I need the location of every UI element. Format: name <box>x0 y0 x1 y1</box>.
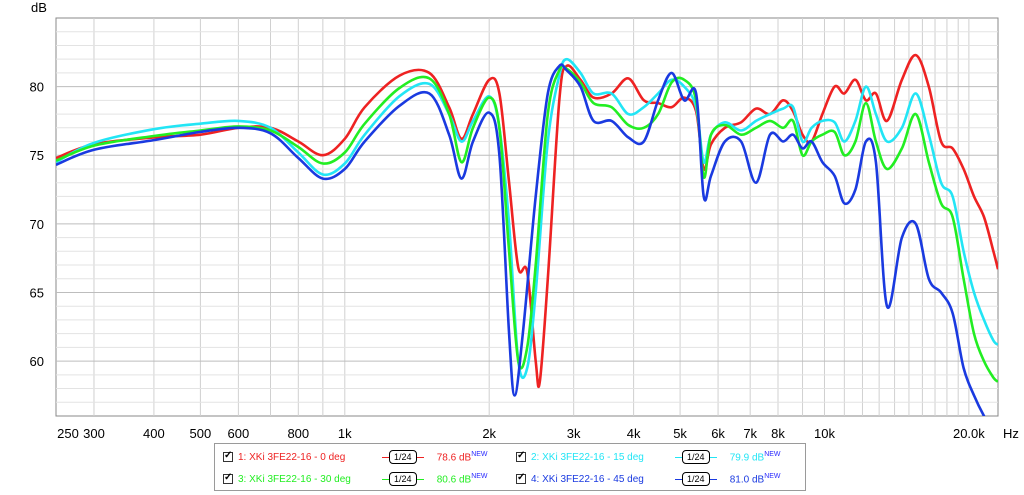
legend-level-0: 78.6 dBNEW <box>436 450 488 464</box>
y-tick-label: 80 <box>30 80 44 95</box>
series-line-1 <box>56 53 998 389</box>
series-line-3 <box>56 64 998 383</box>
legend-label-3: 4: XKi 3FE22-16 - 45 deg <box>531 473 644 485</box>
x-tick-label: 6k <box>711 426 725 441</box>
y-axis-ticks: 60 65 70 75 80 <box>30 80 44 369</box>
legend-item-2[interactable]: 3: XKi 3FE22-16 - 30 deg 1/24 80.6 dBNEW <box>223 470 488 488</box>
x-tick-label: 5k <box>673 426 687 441</box>
x-tick-label: 800 <box>287 426 309 441</box>
legend-item-0[interactable]: 1: XKi 3FE22-16 - 0 deg 1/24 78.6 dBNEW <box>223 448 488 466</box>
legend-level-1: 79.9 dBNEW <box>729 450 781 464</box>
series-1-checkbox[interactable] <box>223 450 233 462</box>
x-tick-label: 8k <box>771 426 785 441</box>
smoothing-badge-1[interactable]: 1/24 <box>675 450 717 464</box>
plot-area <box>55 17 999 417</box>
x-tick-label: 4k <box>627 426 641 441</box>
x-tick-label: 7k <box>743 426 757 441</box>
y-tick-label: 60 <box>30 354 44 369</box>
y-tick-label: 70 <box>30 217 44 232</box>
x-axis-unit-label: Hz <box>1003 426 1019 441</box>
x-tick-label: 20.0k <box>953 426 985 441</box>
x-tick-label: 500 <box>190 426 212 441</box>
series-4-checkbox[interactable] <box>516 472 526 484</box>
legend: 1: XKi 3FE22-16 - 0 deg 1/24 78.6 dBNEW … <box>214 443 806 491</box>
smoothing-badge-3[interactable]: 1/24 <box>675 472 717 486</box>
legend-level-2: 80.6 dBNEW <box>436 472 488 486</box>
x-tick-label: 2k <box>482 426 496 441</box>
x-tick-label: 3k <box>567 426 581 441</box>
y-tick-label: 75 <box>30 148 44 163</box>
x-tick-label: 600 <box>228 426 250 441</box>
x-axis-ticks: 250 300 400 500 600 800 1k 2k 3k 4k 5k 6k 7k 8k 10k 20.… <box>57 426 985 441</box>
legend-item-1[interactable]: 2: XKi 3FE22-16 - 15 deg 1/24 79.9 dBNEW <box>516 448 781 466</box>
x-tick-label: 10k <box>814 426 835 441</box>
smoothing-badge-2[interactable]: 1/24 <box>382 472 424 486</box>
x-tick-label: 250 <box>57 426 79 441</box>
series-line-4 <box>56 63 986 416</box>
legend-item-3[interactable]: 4: XKi 3FE22-16 - 45 deg 1/24 81.0 dBNEW <box>516 470 781 488</box>
grid-lines <box>56 18 998 416</box>
series-line-2 <box>56 57 998 380</box>
x-tick-label: 300 <box>83 426 105 441</box>
x-tick-label: 1k <box>338 426 352 441</box>
x-tick-label: 400 <box>143 426 165 441</box>
legend-label-2: 3: XKi 3FE22-16 - 30 deg <box>238 473 351 485</box>
smoothing-badge-0[interactable]: 1/24 <box>382 450 424 464</box>
legend-label-1: 2: XKi 3FE22-16 - 15 deg <box>531 451 644 463</box>
legend-level-3: 81.0 dBNEW <box>729 472 781 486</box>
series-2-checkbox[interactable] <box>516 450 526 462</box>
legend-label-0: 1: XKi 3FE22-16 - 0 deg <box>238 451 346 463</box>
series-3-checkbox[interactable] <box>223 472 233 484</box>
y-axis-label: dB <box>31 0 47 15</box>
data-curves <box>56 53 998 416</box>
y-tick-label: 65 <box>30 285 44 300</box>
